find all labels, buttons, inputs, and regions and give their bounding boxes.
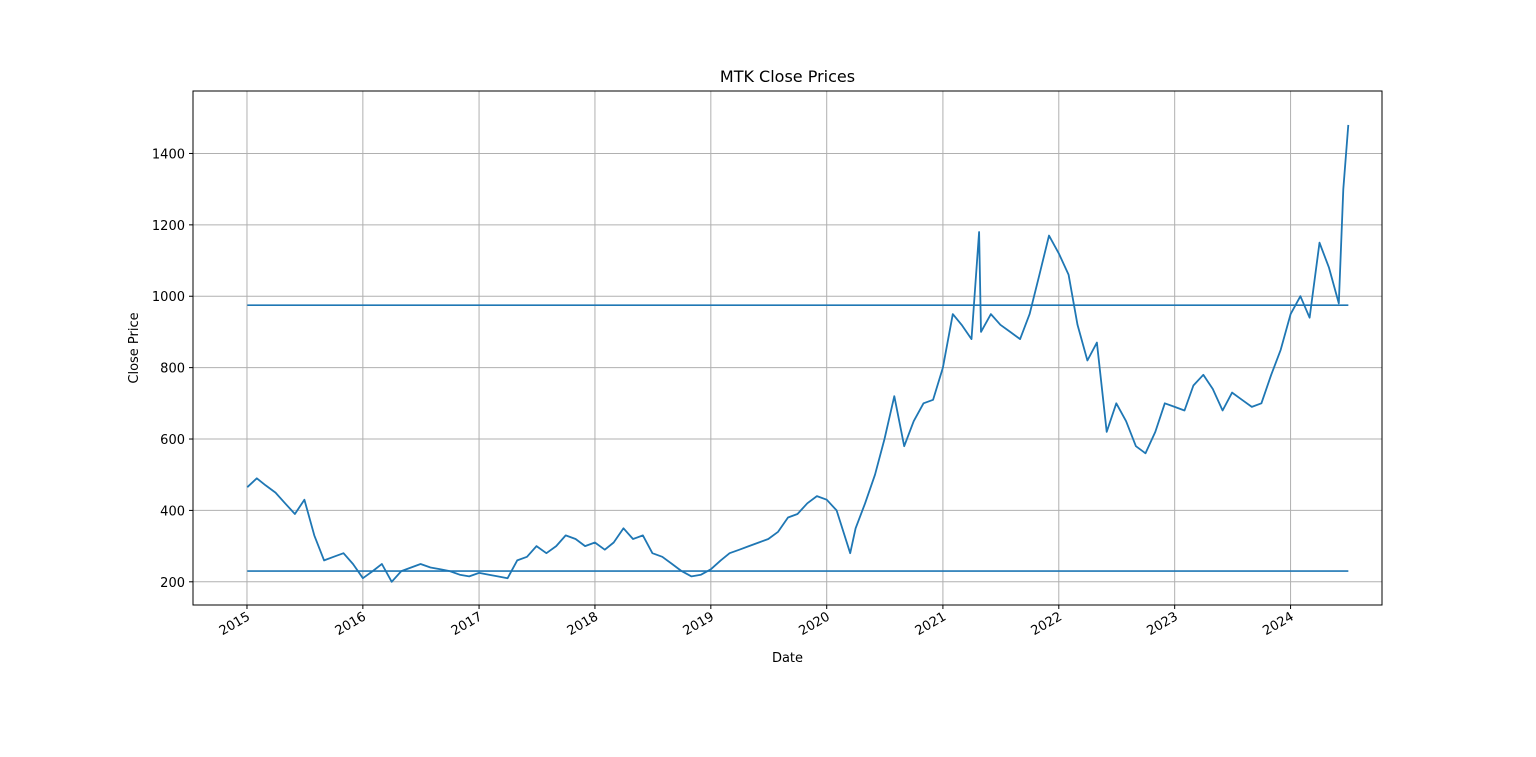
x-tick-label: 2022 xyxy=(1029,609,1065,639)
plot-frame xyxy=(192,90,1383,606)
y-tick-label: 200 xyxy=(160,576,185,591)
x-tick-label: 2017 xyxy=(449,609,485,639)
y-tick-label: 800 xyxy=(160,362,185,377)
y-axis-label: Close Price xyxy=(127,312,142,383)
x-axis-label: Date xyxy=(772,651,803,666)
x-tick-label: 2024 xyxy=(1260,609,1296,639)
x-tick-label: 2023 xyxy=(1145,609,1181,639)
x-axis-ticks: 2015 2016 2017 2018 2019 2020 2021 2022 2023 2024 xyxy=(217,605,1297,639)
x-tick-label: 2015 xyxy=(217,609,253,639)
x-tick-label: 2021 xyxy=(913,609,949,639)
y-tick-label: 400 xyxy=(160,504,185,519)
y-tick-label: 1200 xyxy=(152,219,185,234)
chart-title: MTK Close Prices xyxy=(720,67,855,86)
y-axis-ticks: 200 400 600 800 1000 1200 1400 xyxy=(152,147,193,591)
x-tick-label: 2018 xyxy=(565,609,601,639)
y-tick-label: 1000 xyxy=(152,290,185,305)
x-tick-label: 2016 xyxy=(333,609,369,639)
y-tick-label: 600 xyxy=(160,433,185,448)
close-price-line xyxy=(246,124,1350,583)
grid-layer xyxy=(193,91,1382,605)
data-layer xyxy=(246,124,1350,583)
x-tick-label: 2019 xyxy=(681,609,717,639)
y-tick-label: 1400 xyxy=(152,147,185,162)
x-tick-label: 2020 xyxy=(797,609,833,639)
